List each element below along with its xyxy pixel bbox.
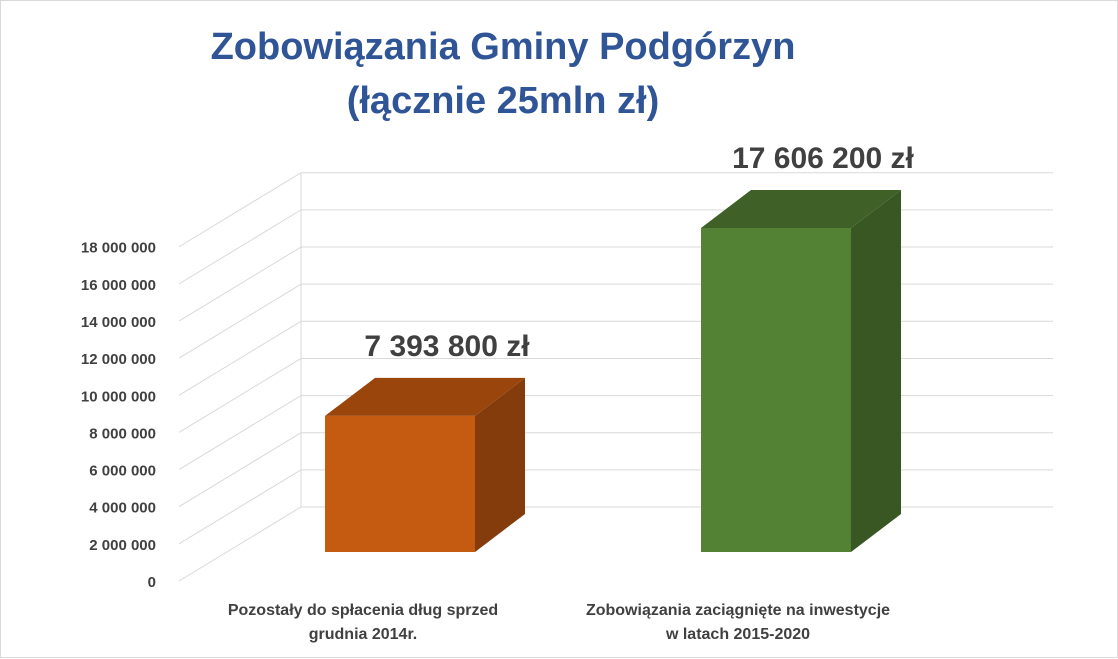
- y-tick-label: 6 000 000: [89, 463, 156, 480]
- bar-side-face: [851, 190, 901, 552]
- chart-title-line-2: (łącznie 25mln zł): [347, 80, 660, 122]
- y-tick-label: 14 000 000: [81, 314, 156, 331]
- x-axis-category-labels: Pozostały do spłacenia dług sprzed grudni…: [228, 602, 890, 643]
- y-tick-label: 10 000 000: [81, 388, 156, 405]
- y-tick-label: 8 000 000: [89, 425, 156, 442]
- gridline-depth: [178, 246, 302, 322]
- x-category-label: Pozostały do spłacenia dług sprzed: [228, 602, 498, 619]
- chart-title-line-1: Zobowiązania Gminy Podgórzyn: [211, 26, 796, 68]
- data-label: 17 606 200 zł: [732, 142, 914, 175]
- data-labels: 7 393 800 zł 17 606 200 zł: [364, 142, 914, 363]
- bar-1: [325, 377, 525, 552]
- gridlines: [178, 172, 1053, 582]
- y-tick-label: 16 000 000: [81, 277, 156, 294]
- bar-2: [701, 190, 901, 552]
- bar-front-face: [701, 228, 851, 552]
- gridline-depth: [178, 506, 302, 582]
- y-tick-label: 4 000 000: [89, 500, 156, 517]
- x-category-label: grudnia 2014r.: [309, 626, 418, 643]
- bars: [325, 190, 901, 552]
- gridline-depth: [178, 320, 302, 396]
- bar-top-face: [701, 190, 901, 228]
- gridline-depth: [178, 172, 302, 248]
- bar-front-face: [325, 415, 475, 552]
- gridline-depth: [178, 469, 302, 545]
- chart-title: Zobowiązania Gminy Podgórzyn (łącznie 25…: [211, 26, 796, 122]
- x-category-label: Zobowiązania zaciągnięte na inwestycje: [586, 602, 890, 619]
- data-label: 7 393 800 zł: [364, 330, 530, 363]
- x-category-label: w latach 2015-2020: [665, 626, 810, 643]
- gridline-depth: [178, 432, 302, 508]
- gridline-depth: [178, 395, 302, 471]
- gridline-depth: [178, 209, 302, 285]
- bar-side-face: [475, 377, 525, 552]
- bar-top-face: [325, 377, 525, 416]
- y-tick-label: 18 000 000: [81, 240, 156, 257]
- y-tick-label: 2 000 000: [89, 537, 156, 554]
- gridline-depth: [178, 358, 302, 433]
- y-axis-tick-labels: 0 2 000 000 4 000 000 6 000 000 8 000 000 10 …: [81, 240, 156, 591]
- gridline-depth: [178, 283, 302, 359]
- y-tick-label: 0: [148, 574, 156, 591]
- y-tick-label: 12 000 000: [81, 351, 156, 368]
